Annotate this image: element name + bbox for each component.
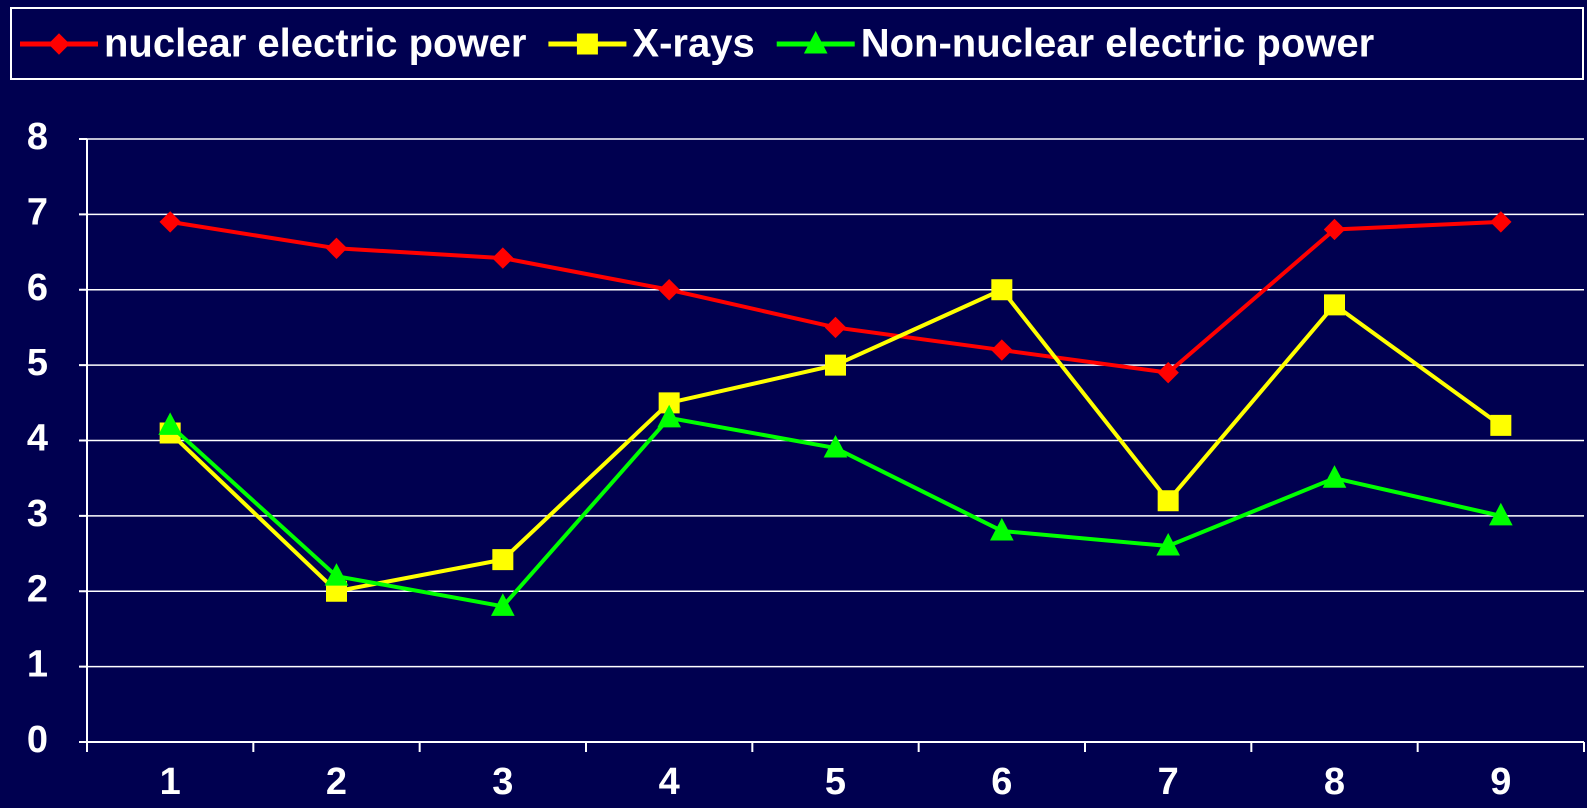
data-point [492,549,514,571]
y-tick-label: 4 [27,418,48,460]
legend-label: X-rays [632,22,754,66]
x-tick-label: 9 [1490,761,1511,803]
series-line [169,219,1501,375]
data-point [658,392,680,414]
y-tick-label: 7 [27,191,48,233]
legend-marker [803,30,828,54]
y-tick-label: 6 [27,267,48,309]
data-point [824,316,847,339]
data-point [1490,211,1512,233]
data-point [492,247,514,269]
data-point [158,412,182,435]
data-point [657,404,681,428]
data-point [324,563,349,586]
data-point [1156,532,1180,556]
legend-marker [576,33,598,55]
data-point [991,279,1013,301]
data-point [990,517,1014,541]
x-tick-label: 3 [492,761,513,803]
data-point [159,211,181,233]
data-point [1322,465,1347,488]
data-point [823,434,848,458]
data-point [1157,490,1179,512]
data-point [325,237,348,260]
y-tick-label: 3 [27,493,48,535]
x-tick-label: 6 [991,761,1012,803]
data-point [1489,502,1513,526]
data-point [1490,414,1512,436]
data-point [991,339,1013,361]
legend-box [10,7,1584,80]
y-tick-label: 5 [27,342,48,384]
x-tick-label: 7 [1158,761,1179,803]
legend-marker [48,33,70,55]
y-tick-label: 2 [27,568,48,610]
data-point [1324,294,1345,316]
x-tick-label: 4 [659,761,680,803]
y-tick-label: 8 [27,116,48,158]
data-point [491,593,515,616]
y-tick-label: 1 [27,644,48,686]
data-point [825,354,846,376]
data-point [1323,218,1346,241]
legend-label: nuclear electric power [104,22,526,66]
data-point [658,279,680,301]
legend-label: Non-nuclear electric power [861,22,1374,66]
x-tick-label: 8 [1324,761,1345,803]
x-tick-label: 2 [326,761,347,803]
x-tick-label: 1 [160,761,181,803]
data-point [1157,361,1179,384]
y-tick-label: 0 [27,719,48,761]
x-tick-label: 5 [825,761,846,803]
